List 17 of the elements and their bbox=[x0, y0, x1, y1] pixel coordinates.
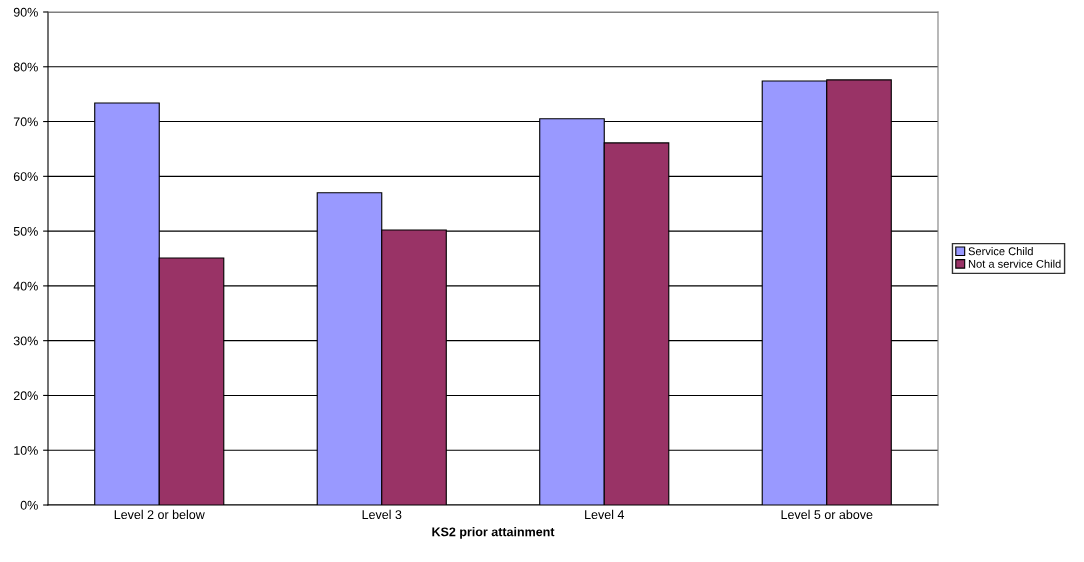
x-tick-label: Level 4 bbox=[585, 509, 625, 520]
y-tick-label: 40% bbox=[13, 281, 38, 291]
x-axis-title: KS2 prior attainment bbox=[432, 527, 555, 539]
y-tick-label: 50% bbox=[13, 226, 38, 236]
y-tick-label: 90% bbox=[13, 7, 38, 17]
y-tick-label: 20% bbox=[13, 391, 38, 401]
legend-label: Service Child bbox=[968, 247, 1033, 256]
x-tick-label: Level 2 or below bbox=[114, 509, 205, 520]
x-tick-label: Level 5 or above bbox=[781, 509, 873, 520]
y-tick-label: 30% bbox=[13, 336, 38, 346]
y-tick-label: 70% bbox=[13, 117, 38, 127]
legend-label: Not a service Child bbox=[968, 259, 1061, 268]
y-tick-label: 0% bbox=[20, 500, 38, 510]
y-tick-label: 60% bbox=[13, 172, 38, 181]
y-tick-label: 80% bbox=[13, 62, 38, 72]
x-tick-label: Level 3 bbox=[362, 509, 402, 520]
y-tick-label: 10% bbox=[14, 446, 38, 455]
